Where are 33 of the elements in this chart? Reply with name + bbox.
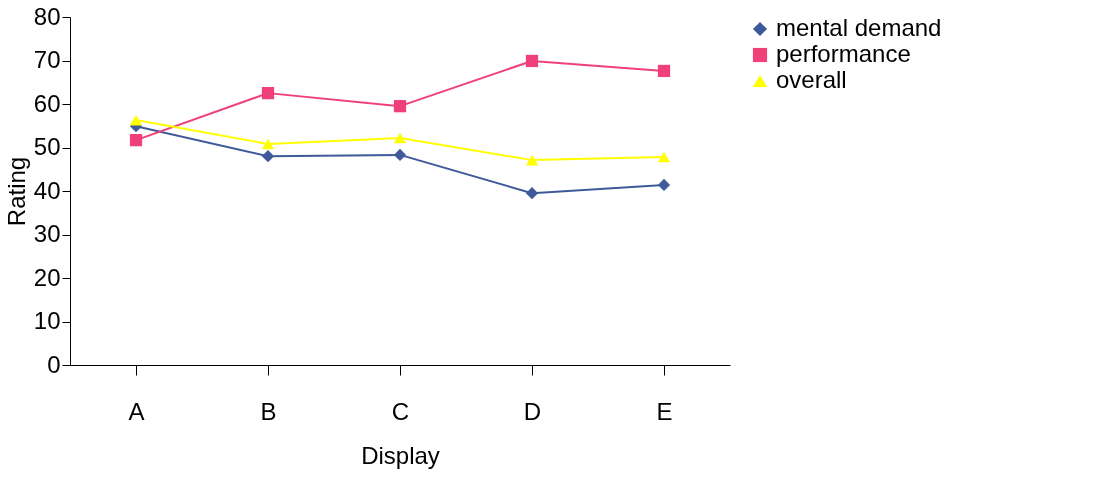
x-tick-label: A: [128, 397, 145, 425]
point: [525, 154, 539, 166]
y-tick-label: 60: [33, 89, 61, 117]
x-tick-label: E: [656, 397, 673, 425]
point: [525, 54, 539, 68]
x-tick-label: D: [523, 397, 542, 425]
point: [261, 150, 275, 163]
point: [129, 133, 143, 147]
y-tick-label: 30: [33, 220, 61, 247]
y-tick-label: 20: [33, 263, 61, 291]
legend-label: performance: [776, 40, 911, 67]
legend-label: overall: [776, 66, 847, 93]
y-tick-label: 0: [47, 350, 61, 378]
point: [261, 87, 275, 100]
point: [393, 100, 407, 113]
point: [657, 178, 671, 192]
point: [393, 148, 407, 162]
point: [525, 187, 539, 200]
point: [129, 114, 143, 126]
point: [657, 151, 671, 163]
x-tick-label: B: [260, 397, 277, 425]
y-tick-label: 80: [33, 2, 61, 30]
legend-label: mental demand: [776, 14, 942, 41]
y-tick-label: 70: [33, 46, 61, 73]
y-axis-title: Rating: [2, 156, 30, 227]
x-tick-label: C: [391, 397, 410, 425]
point: [393, 132, 407, 144]
y-tick-label: 10: [33, 307, 61, 334]
y-tick-label: 40: [33, 176, 61, 204]
x-axis-title: Display: [361, 441, 440, 469]
point: [261, 138, 275, 150]
point: [657, 64, 671, 78]
y-tick-label: 50: [33, 133, 61, 160]
